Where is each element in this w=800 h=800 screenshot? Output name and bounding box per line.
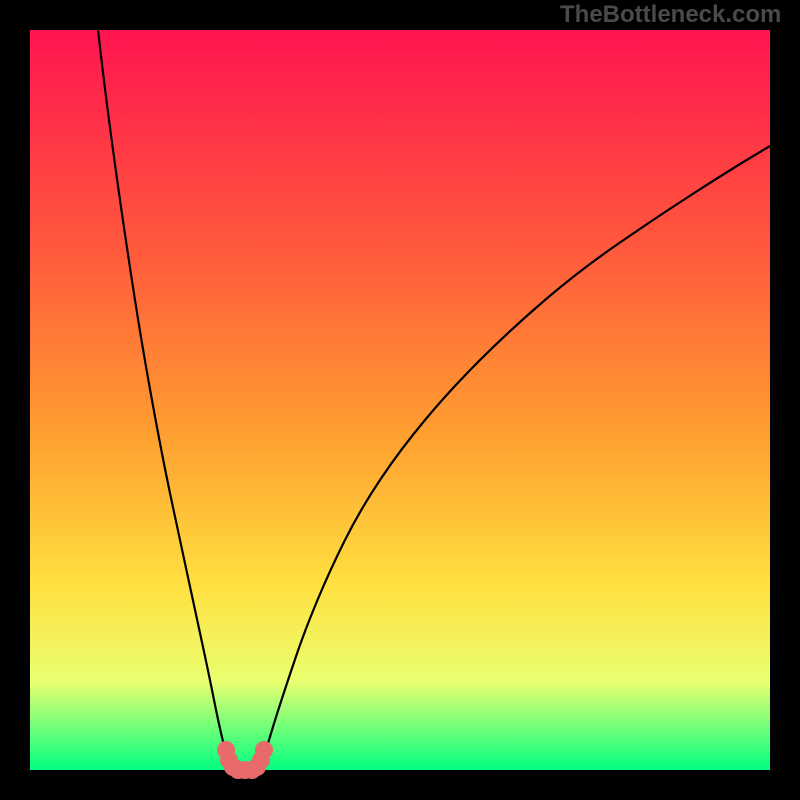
plot-area (30, 30, 770, 770)
curve-svg (30, 30, 770, 770)
marker-group (217, 741, 273, 779)
bottleneck-curve-right (259, 146, 770, 770)
bottleneck-curve-left (98, 30, 231, 770)
marker-dot (255, 741, 273, 759)
watermark-text: TheBottleneck.com (560, 1, 781, 29)
